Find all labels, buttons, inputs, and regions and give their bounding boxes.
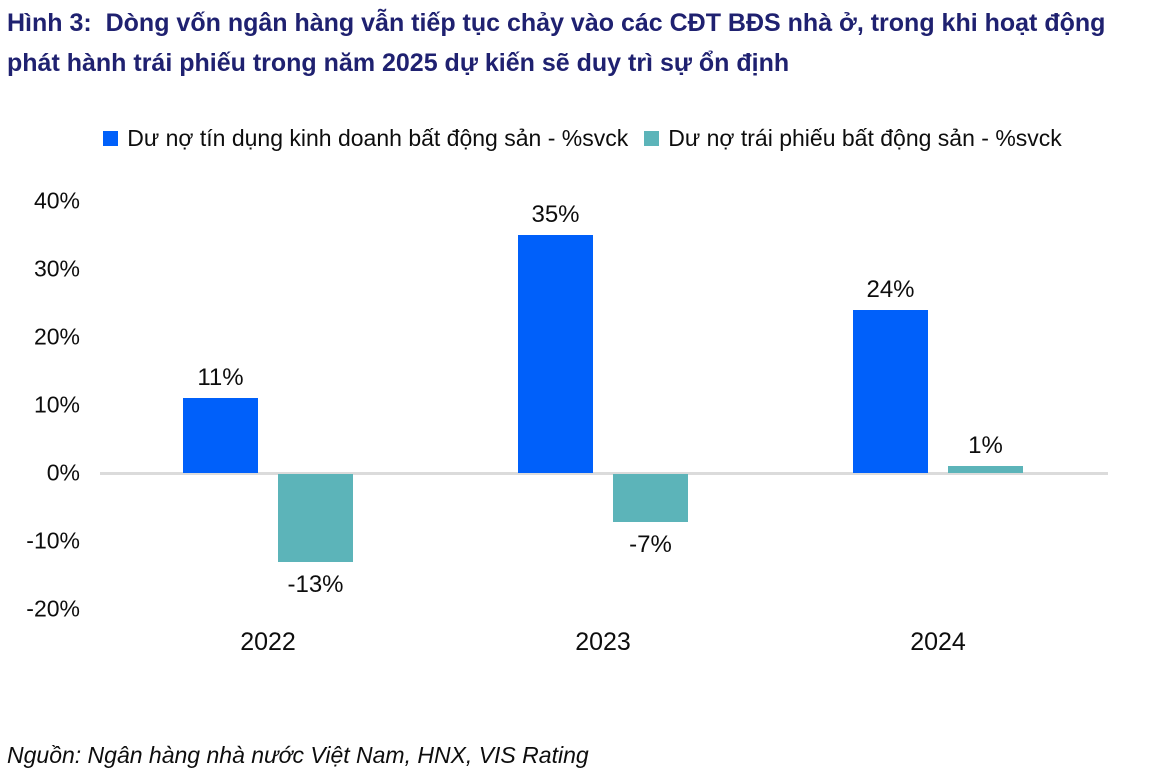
legend-item: Dư nợ trái phiếu bất động sản - %svck bbox=[644, 125, 1062, 152]
y-axis-tick-label: 40% bbox=[33, 187, 80, 214]
bar-value-label: 1% bbox=[968, 432, 1003, 460]
bar-value-label: 11% bbox=[197, 364, 244, 392]
legend-label: Dư nợ tín dụng kinh doanh bất động sản -… bbox=[127, 124, 629, 151]
x-axis-zero-line bbox=[100, 472, 1108, 475]
bar-series2-2022 bbox=[278, 474, 353, 563]
bar-series2-2024 bbox=[948, 466, 1023, 473]
y-axis-tick-label: -10% bbox=[26, 527, 80, 554]
legend-label: Dư nợ trái phiếu bất động sản - %svck bbox=[668, 124, 1062, 151]
figure-title: Hình 3: Dòng vốn ngân hàng vẫn tiếp tục … bbox=[7, 9, 1113, 77]
legend-marker-icon bbox=[103, 130, 119, 146]
y-axis-tick-label: 0% bbox=[46, 459, 80, 486]
x-axis-label: 2023 bbox=[575, 628, 631, 656]
bar-series1-2023 bbox=[518, 235, 593, 473]
bar-series1-2024 bbox=[853, 309, 928, 473]
bar-value-label: -7% bbox=[629, 530, 672, 558]
bar-value-label: 35% bbox=[531, 201, 580, 228]
bar-series2-2023 bbox=[613, 474, 688, 522]
y-axis-tick-label: 20% bbox=[33, 323, 80, 350]
bar-value-label: -13% bbox=[287, 571, 344, 599]
y-axis-tick-label: -20% bbox=[26, 595, 80, 622]
bar-series1-2022 bbox=[183, 398, 258, 473]
legend-marker-icon bbox=[644, 130, 660, 146]
bar-value-label: 24% bbox=[866, 275, 915, 303]
source-note: Nguồn: Ngân hàng nhà nước Việt Nam, HNX,… bbox=[7, 742, 589, 768]
y-axis-tick-label: 30% bbox=[33, 255, 80, 282]
chart-legend: Dư nợ tín dụng kinh doanh bất động sản -… bbox=[0, 121, 1165, 155]
x-axis-label: 2024 bbox=[910, 628, 966, 656]
y-axis-tick-label: 10% bbox=[33, 391, 80, 418]
x-axis-label: 2022 bbox=[240, 628, 296, 656]
legend-item: Dư nợ tín dụng kinh doanh bất động sản -… bbox=[103, 125, 628, 152]
